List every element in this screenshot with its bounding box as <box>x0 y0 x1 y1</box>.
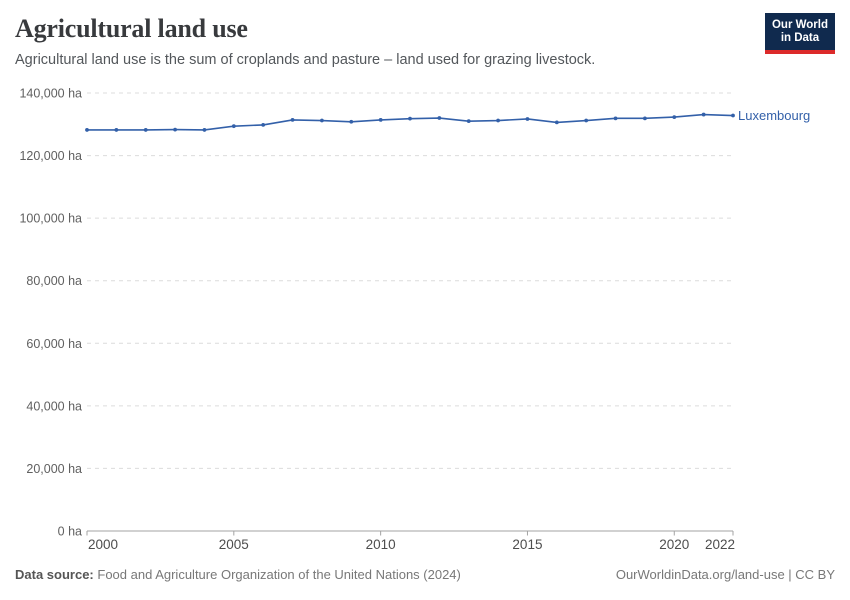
logo-line-2: in Data <box>780 32 820 44</box>
y-tick-label-100000: 100,000 ha <box>19 212 82 226</box>
data-source-note: Data source: Food and Agriculture Organi… <box>15 567 461 582</box>
data-point-luxembourg-2014[interactable] <box>496 118 500 123</box>
chart-subtitle: Agricultural land use is the sum of crop… <box>15 52 596 68</box>
data-point-luxembourg-2009[interactable] <box>349 119 354 124</box>
x-tick-label-2005: 2005 <box>219 537 249 552</box>
data-point-luxembourg-2002[interactable] <box>143 128 148 132</box>
data-point-luxembourg-2022[interactable] <box>731 113 735 118</box>
data-point-luxembourg-2006[interactable] <box>261 123 266 127</box>
data-point-luxembourg-2001[interactable] <box>114 128 119 132</box>
data-point-luxembourg-2017[interactable] <box>584 118 589 123</box>
data-point-luxembourg-2021[interactable] <box>701 112 706 117</box>
y-tick-label-60000: 60,000 ha <box>26 337 82 351</box>
y-tick-label-120000: 120,000 ha <box>19 149 82 163</box>
data-point-luxembourg-2000[interactable] <box>85 128 89 132</box>
x-tick-label-2015: 2015 <box>512 537 542 552</box>
x-tick-label-2000: 2000 <box>88 537 118 552</box>
page-title: Agricultural land use <box>15 14 248 43</box>
data-point-luxembourg-2018[interactable] <box>613 116 618 121</box>
data-point-luxembourg-2019[interactable] <box>643 116 647 121</box>
chart-footer: Data source: Food and Agriculture Organi… <box>15 567 835 582</box>
y-tick-label-80000: 80,000 ha <box>26 274 82 288</box>
data-source-label: Data source: <box>15 567 94 582</box>
data-point-luxembourg-2015[interactable] <box>525 117 530 121</box>
data-point-luxembourg-2003[interactable] <box>173 127 177 132</box>
data-point-luxembourg-2016[interactable] <box>554 120 559 125</box>
data-point-luxembourg-2013[interactable] <box>466 119 471 124</box>
data-point-luxembourg-2010[interactable] <box>378 118 383 122</box>
data-point-luxembourg-2020[interactable] <box>672 115 677 119</box>
data-point-luxembourg-2004[interactable] <box>202 128 207 132</box>
data-point-luxembourg-2011[interactable] <box>408 116 412 121</box>
y-tick-label-0: 0 ha <box>58 525 82 539</box>
data-point-luxembourg-2007[interactable] <box>290 118 295 122</box>
x-tick-label-2020: 2020 <box>659 537 689 552</box>
data-source-text: Food and Agriculture Organization of the… <box>97 567 461 582</box>
y-tick-label-20000: 20,000 ha <box>26 462 82 476</box>
y-tick-label-140000: 140,000 ha <box>19 87 82 101</box>
x-tick-label-2022: 2022 <box>705 537 735 552</box>
y-tick-label-40000: 40,000 ha <box>26 399 82 413</box>
logo-line-1: Our World <box>771 19 828 31</box>
data-point-luxembourg-2012[interactable] <box>437 116 442 120</box>
data-point-luxembourg-2008[interactable] <box>320 118 324 123</box>
series-label-luxembourg[interactable]: Luxembourg <box>738 108 810 123</box>
data-point-luxembourg-2005[interactable] <box>231 124 236 129</box>
credit-link[interactable]: OurWorldinData.org/land-use | CC BY <box>615 567 835 582</box>
x-tick-label-2010: 2010 <box>366 537 396 552</box>
owid-logo: Our World in Data <box>764 13 835 54</box>
